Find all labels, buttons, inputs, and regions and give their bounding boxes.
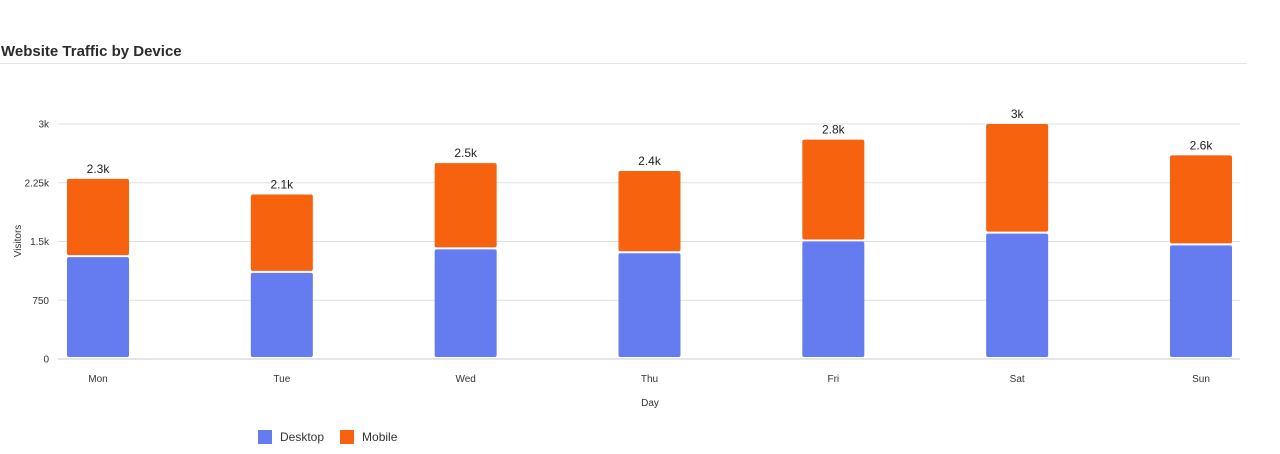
legend-item-desktop[interactable]: Desktop xyxy=(258,430,324,444)
total-label: 2.1k xyxy=(270,178,294,192)
bar-mobile-wed[interactable] xyxy=(434,163,497,248)
bar-desktop-wed[interactable] xyxy=(434,249,497,357)
bar-mobile-mon[interactable] xyxy=(67,178,129,256)
x-axis-title: Day xyxy=(641,398,659,409)
legend-item-mobile[interactable]: Mobile xyxy=(340,430,397,444)
bar-desktop-sat[interactable] xyxy=(986,233,1049,357)
legend-label-desktop: Desktop xyxy=(280,430,325,444)
total-label: 2.3k xyxy=(87,162,111,176)
x-tick-label: Tue xyxy=(273,374,290,385)
y-tick-label: 750 xyxy=(32,296,49,307)
bar-mobile-sat[interactable] xyxy=(986,124,1049,232)
y-tick-label: 3k xyxy=(38,120,50,131)
y-tick-label: 1.5k xyxy=(30,237,50,248)
x-tick-label: Mon xyxy=(88,374,107,385)
total-label: 2.6k xyxy=(1190,138,1214,152)
total-label: 2.8k xyxy=(822,123,846,137)
y-tick-label: 0 xyxy=(43,355,49,366)
bar-desktop-sun[interactable] xyxy=(1170,245,1232,357)
legend: Desktop Mobile xyxy=(258,430,413,444)
y-axis-title: Visitors xyxy=(13,225,24,258)
x-tick-label: Fri xyxy=(827,374,839,385)
x-tick-label: Thu xyxy=(641,374,658,385)
bar-mobile-fri[interactable] xyxy=(802,139,865,240)
data-labels: 2.3k 2.1k 2.5k 2.4k 2.8k 3k 2.6k xyxy=(87,107,1214,192)
x-tick-label: Sun xyxy=(1192,374,1210,385)
legend-swatch-mobile xyxy=(340,430,355,444)
x-tick-label: Wed xyxy=(455,374,475,385)
bar-desktop-tue[interactable] xyxy=(250,272,313,357)
bar-desktop-fri[interactable] xyxy=(802,241,865,358)
legend-swatch-desktop xyxy=(258,430,272,444)
bars xyxy=(67,124,1232,357)
bar-mobile-tue[interactable] xyxy=(250,194,313,271)
total-label: 3k xyxy=(1011,107,1025,121)
bar-desktop-thu[interactable] xyxy=(618,253,681,357)
chart-title: Website Traffic by Device xyxy=(1,43,182,60)
bar-mobile-sun[interactable] xyxy=(1170,155,1232,244)
total-label: 2.5k xyxy=(454,146,478,160)
y-tick-label: 2.25k xyxy=(25,178,50,189)
legend-label-mobile: Mobile xyxy=(362,430,398,444)
bar-desktop-mon[interactable] xyxy=(67,257,129,357)
x-tick-label: Sat xyxy=(1010,374,1025,385)
bar-mobile-thu[interactable] xyxy=(618,171,681,252)
total-label: 2.4k xyxy=(638,154,662,168)
title-divider xyxy=(0,63,1247,64)
axes: 0 750 1.5k 2.25k 3k Mon Tue Wed Thu Fri Sat Sun Day V… xyxy=(13,120,1210,410)
